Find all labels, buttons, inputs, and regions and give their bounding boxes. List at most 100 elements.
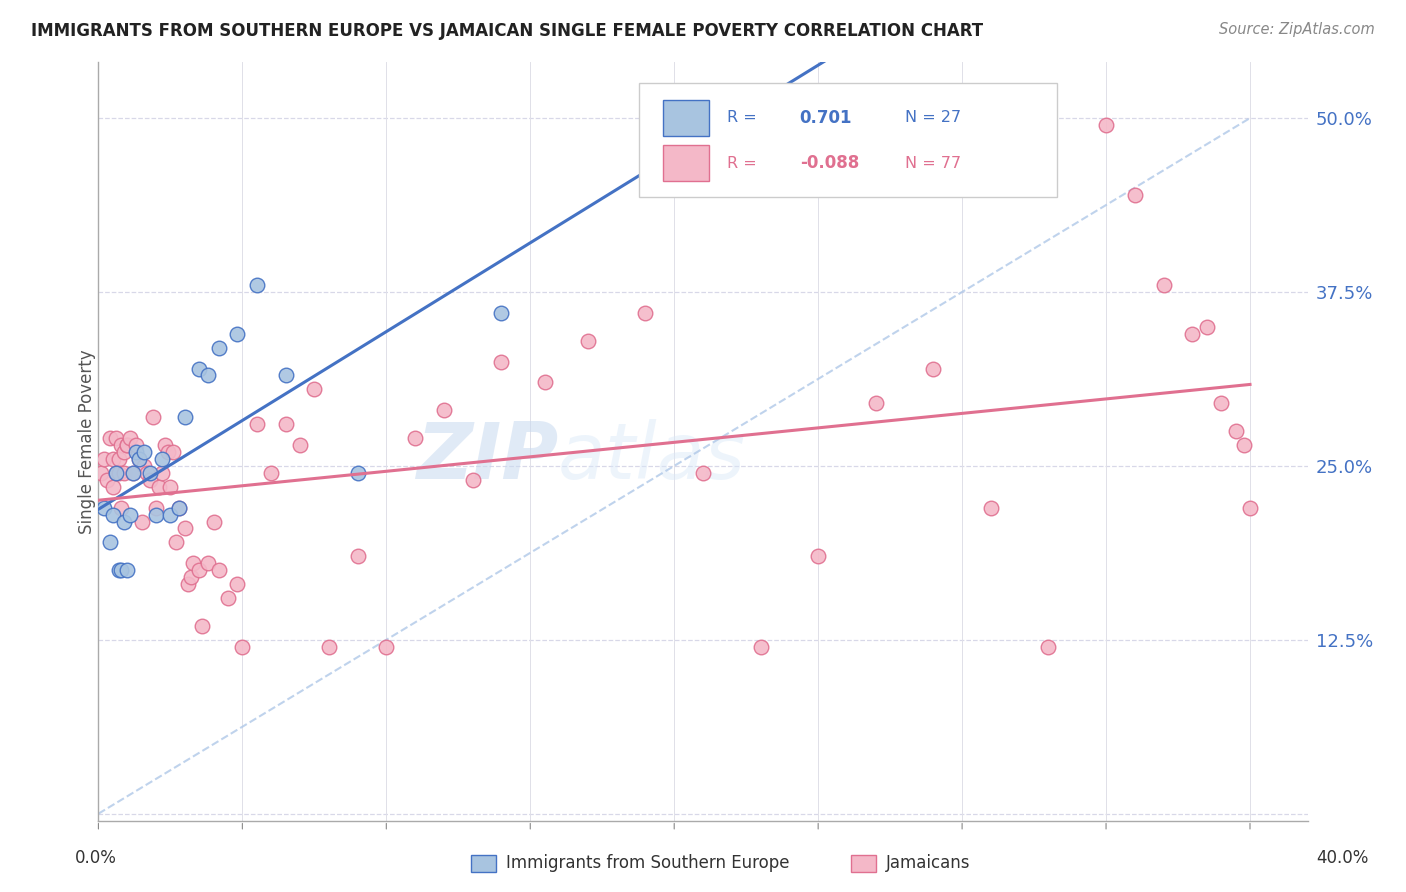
Point <box>980 500 1002 515</box>
Point <box>1153 278 1175 293</box>
Point <box>188 563 211 577</box>
Point <box>188 361 211 376</box>
Point <box>93 451 115 466</box>
Point <box>125 445 148 459</box>
Text: 0.701: 0.701 <box>800 109 852 127</box>
Point <box>1038 640 1060 654</box>
Text: Source: ZipAtlas.com: Source: ZipAtlas.com <box>1219 22 1375 37</box>
Point <box>112 445 135 459</box>
Point <box>134 458 156 473</box>
Point <box>491 354 513 368</box>
Point <box>139 466 162 480</box>
Text: N = 27: N = 27 <box>905 111 962 125</box>
Point <box>150 451 173 466</box>
Point <box>156 445 179 459</box>
Text: ZIP: ZIP <box>416 418 558 495</box>
Point <box>576 334 599 348</box>
Point <box>104 466 127 480</box>
Point <box>922 361 945 376</box>
Point <box>176 577 198 591</box>
Point <box>98 431 121 445</box>
Point <box>139 473 162 487</box>
FancyBboxPatch shape <box>664 100 709 136</box>
Point <box>191 619 214 633</box>
Point <box>274 417 297 432</box>
Point <box>173 521 195 535</box>
Point <box>115 563 138 577</box>
Point <box>346 466 368 480</box>
Point <box>98 535 121 549</box>
Point <box>865 396 887 410</box>
Point <box>1225 424 1247 438</box>
Point <box>159 480 181 494</box>
Point <box>112 515 135 529</box>
Point <box>110 500 132 515</box>
Point <box>274 368 297 383</box>
Point <box>217 591 239 605</box>
Point <box>162 445 184 459</box>
Point <box>90 466 112 480</box>
Point <box>1233 438 1256 452</box>
Point <box>692 466 714 480</box>
Point <box>491 306 513 320</box>
Point <box>142 410 165 425</box>
Point <box>197 556 219 570</box>
Point <box>208 563 231 577</box>
Point <box>1181 326 1204 341</box>
Point <box>1123 187 1146 202</box>
Point <box>110 563 132 577</box>
Text: 0.0%: 0.0% <box>75 849 117 867</box>
Point <box>101 451 124 466</box>
Point <box>136 466 159 480</box>
Text: IMMIGRANTS FROM SOUTHERN EUROPE VS JAMAICAN SINGLE FEMALE POVERTY CORRELATION CH: IMMIGRANTS FROM SOUTHERN EUROPE VS JAMAI… <box>31 22 983 40</box>
Point <box>148 480 170 494</box>
Point <box>167 500 190 515</box>
Point <box>104 466 127 480</box>
Point <box>167 500 190 515</box>
Point <box>749 640 772 654</box>
Point <box>225 577 247 591</box>
Point <box>96 473 118 487</box>
Point <box>1239 500 1261 515</box>
Text: -0.088: -0.088 <box>800 154 859 172</box>
Point <box>288 438 311 452</box>
Y-axis label: Single Female Poverty: Single Female Poverty <box>79 350 96 533</box>
Point <box>120 431 142 445</box>
Point <box>346 549 368 564</box>
Point <box>246 278 269 293</box>
Point <box>461 473 484 487</box>
Point <box>153 438 176 452</box>
Point <box>112 466 135 480</box>
Point <box>115 438 138 452</box>
Point <box>318 640 340 654</box>
Point <box>165 535 187 549</box>
Point <box>260 466 283 480</box>
Point <box>246 417 269 432</box>
Point <box>122 466 145 480</box>
Point <box>128 451 150 466</box>
Point <box>107 466 129 480</box>
Point <box>107 451 129 466</box>
Text: Jamaicans: Jamaicans <box>886 855 970 872</box>
Point <box>101 480 124 494</box>
Point <box>101 508 124 522</box>
Point <box>104 431 127 445</box>
Point <box>231 640 253 654</box>
Text: 40.0%: 40.0% <box>1316 849 1369 867</box>
Point <box>145 508 167 522</box>
Text: R =: R = <box>727 111 762 125</box>
Point <box>115 438 138 452</box>
Point <box>208 341 231 355</box>
Point <box>197 368 219 383</box>
Text: N = 77: N = 77 <box>905 156 962 170</box>
Point <box>131 515 153 529</box>
Point <box>202 515 225 529</box>
Point <box>533 376 555 390</box>
Point <box>110 438 132 452</box>
Point <box>433 403 456 417</box>
Point <box>1095 118 1118 132</box>
Point <box>807 549 830 564</box>
Text: Immigrants from Southern Europe: Immigrants from Southern Europe <box>506 855 790 872</box>
Point <box>93 500 115 515</box>
Point <box>173 410 195 425</box>
